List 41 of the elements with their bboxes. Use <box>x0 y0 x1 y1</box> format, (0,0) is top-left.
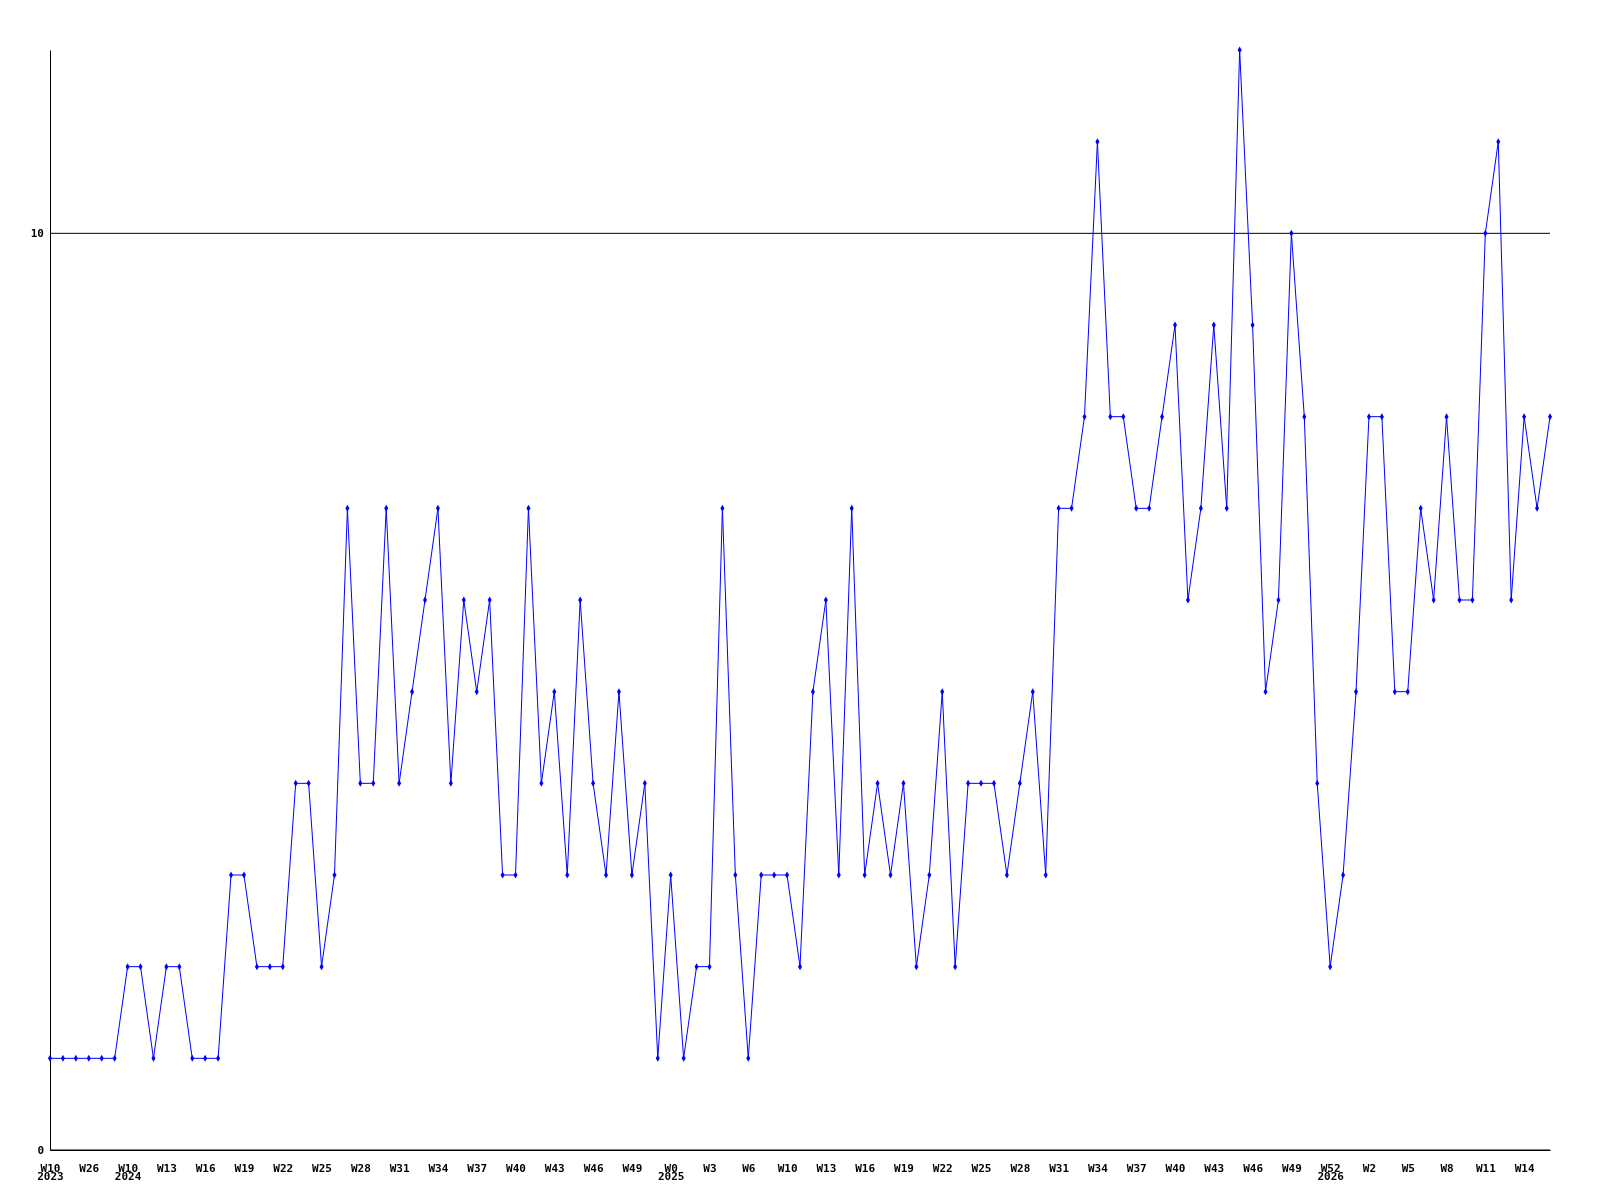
x-tick-label: W37 <box>1126 1161 1147 1175</box>
x-tick-label: W31 <box>389 1161 410 1175</box>
x-tick-label: W34 <box>1087 1161 1109 1175</box>
x-tick-label: W10 2024 <box>114 1161 142 1183</box>
x-tick-label: W10 <box>777 1161 798 1175</box>
x-tick-label: W2 <box>1362 1161 1377 1175</box>
x-tick-label: W31 <box>1049 1161 1070 1175</box>
x-tick-label: W0 2025 <box>657 1161 685 1183</box>
x-tick-label: W22 <box>932 1161 953 1175</box>
x-tick-label: W46 <box>583 1161 604 1175</box>
x-tick-label: W40 <box>1165 1161 1186 1175</box>
x-tick-label: W13 <box>156 1161 177 1175</box>
x-tick-label: W19 <box>894 1161 914 1175</box>
x-tick-label: W5 <box>1401 1161 1415 1175</box>
x-tick-label: W49 <box>622 1161 643 1175</box>
x-tick-label: W37 <box>467 1161 488 1175</box>
x-tick-label: W13 <box>816 1161 837 1175</box>
x-tick-label: W28 <box>350 1161 371 1175</box>
x-tick-label: W6 <box>742 1161 756 1175</box>
x-tick-label: W49 <box>1281 1161 1302 1175</box>
x-tick-label: W40 <box>506 1161 526 1175</box>
x-tick-label: W26 <box>79 1161 100 1175</box>
x-tick-label: W16 <box>855 1161 876 1175</box>
x-tick-label: W25 <box>971 1161 992 1175</box>
x-tick-label: W8 <box>1440 1161 1454 1175</box>
x-tick-label: W11 <box>1475 1161 1497 1175</box>
x-tick-label: W19 <box>234 1161 255 1175</box>
x-tick-label: W52 2026 <box>1317 1161 1345 1183</box>
x-tick-label: W16 <box>195 1161 216 1175</box>
x-tick-label: W10 2023 <box>37 1161 64 1183</box>
x-tick-label: W43 <box>544 1161 565 1175</box>
x-tick-label: W22 <box>273 1161 294 1175</box>
x-tick-label: W3 <box>703 1161 717 1175</box>
x-tick-label: W46 <box>1243 1161 1264 1175</box>
x-tick-label: W28 <box>1010 1161 1031 1175</box>
y-tick-label: 0 <box>37 1144 44 1158</box>
y-tick-label: 10 <box>30 227 44 241</box>
x-tick-label: W43 <box>1204 1161 1225 1175</box>
x-tick-label: W14 <box>1514 1161 1535 1175</box>
x-tick-label: W25 <box>312 1161 332 1175</box>
x-tick-label: W34 <box>428 1161 449 1175</box>
